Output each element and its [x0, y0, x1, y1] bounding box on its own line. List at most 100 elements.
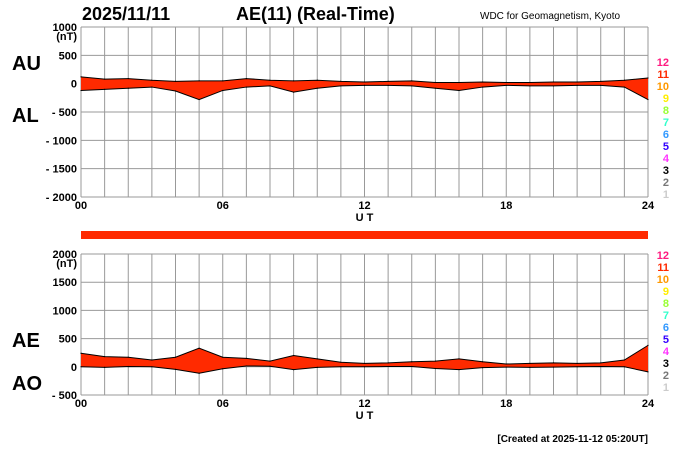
data-point-ae [623, 359, 625, 361]
data-point-ae [198, 347, 200, 349]
data-point-au [127, 77, 129, 80]
x-tick-label: 18 [500, 398, 512, 410]
data-point-au [482, 81, 484, 83]
data-point-ae [647, 344, 649, 346]
data-point-ao [293, 369, 295, 371]
data-point-ao [363, 366, 366, 368]
data-point-ao [340, 366, 342, 368]
data-point-ao [552, 366, 555, 368]
legend-item: 11 [657, 262, 669, 274]
y-tick-label: 500 [59, 50, 77, 62]
data-point-ae [387, 362, 389, 364]
legend-item: 9 [663, 286, 669, 298]
data-point-ao [222, 368, 224, 370]
y-tick-label: 0 [71, 362, 77, 374]
data-point-ae [151, 359, 153, 361]
data-point-al [293, 91, 295, 93]
data-point-al [151, 86, 153, 88]
status-bar [81, 231, 648, 239]
legend-item: 7 [663, 310, 669, 322]
data-point-au [174, 80, 177, 82]
data-point-ae [222, 356, 224, 358]
data-point-al [647, 98, 649, 101]
data-point-ae [434, 360, 436, 362]
legend-item: 4 [663, 346, 670, 358]
y-tick-label: 1000 [53, 22, 77, 34]
data-point-au [104, 78, 106, 80]
data-point-au [505, 81, 507, 84]
y-tick-label: 2000 [53, 249, 77, 261]
data-point-au [576, 81, 578, 83]
legend-item: 1 [663, 382, 669, 394]
data-point-ae [363, 362, 366, 365]
data-point-al [316, 87, 318, 89]
data-point-au [151, 79, 153, 81]
data-point-au [600, 80, 602, 82]
data-point-ae [80, 352, 82, 354]
legend-item: 6 [663, 129, 669, 141]
au-label: AU [12, 53, 41, 75]
data-point-ao [174, 368, 177, 370]
data-point-au [269, 79, 271, 81]
data-point-ao [434, 367, 436, 370]
data-point-al [552, 85, 555, 87]
legend-item: 8 [663, 298, 669, 310]
data-point-al [411, 85, 413, 87]
y-tick-label: - 500 [52, 390, 77, 402]
legend-item: 3 [663, 165, 669, 177]
data-point-al [363, 84, 366, 86]
data-point-al [387, 84, 389, 86]
data-point-au [647, 77, 649, 79]
data-point-ae [104, 356, 106, 358]
y-tick-label: 0 [71, 79, 77, 91]
unit-label: (nT) [56, 258, 77, 270]
al-label: AL [12, 105, 39, 127]
legend-item: 4 [663, 153, 670, 165]
data-point-au [340, 80, 342, 82]
data-point-au [80, 76, 82, 78]
data-point-al [600, 84, 602, 86]
ae-ao-panel: 2000 1500 1000 500 0 - 500 (nT) 00 06 12 18 24 U T [52, 249, 655, 422]
x-tick-label: 24 [642, 398, 655, 410]
data-point-ae [293, 354, 295, 357]
x-tick-label: 12 [358, 398, 370, 410]
data-point-ao [647, 371, 649, 373]
data-point-ae [600, 362, 602, 364]
data-point-al [576, 84, 578, 86]
data-point-au [529, 81, 531, 84]
x-tick-label: 00 [75, 398, 87, 410]
legend-item: 3 [663, 358, 669, 370]
data-point-al [482, 86, 484, 88]
legend-item: 9 [663, 93, 669, 105]
data-point-au [623, 79, 625, 81]
data-point-ao [529, 366, 531, 368]
data-point-ao [127, 365, 129, 368]
data-point-ae [245, 357, 247, 359]
data-point-ao [387, 365, 389, 368]
data-point-ao [600, 365, 602, 368]
data-point-al [458, 89, 460, 92]
data-point-ae [552, 362, 555, 364]
data-point-ao [80, 366, 82, 368]
data-point-ao [245, 365, 247, 367]
created-timestamp: [Created at 2025-11-12 05:20UT] [497, 434, 648, 445]
data-point-al [434, 87, 436, 89]
x-axis-label: U T [356, 212, 374, 224]
data-point-ae [316, 358, 318, 360]
legend-item: 2 [663, 370, 669, 382]
x-tick-label: 12 [358, 200, 370, 212]
ae-label: AE [12, 330, 40, 352]
data-point-ae [482, 361, 484, 363]
unit-label: (nT) [56, 31, 77, 43]
ao-label: AO [12, 373, 42, 395]
data-point-ao [576, 366, 578, 368]
chart-title: AE(11) (Real-Time) [236, 4, 395, 24]
au-al-panel: 1000 500 0 - 500 - 1000 - 1500 - 2000 (nT) 00 06 1… [46, 22, 655, 224]
y-tick-label: 1000 [53, 305, 77, 317]
data-point-au [387, 80, 389, 82]
data-point-al [104, 88, 106, 90]
data-point-au [434, 81, 436, 84]
data-point-au [293, 80, 295, 82]
